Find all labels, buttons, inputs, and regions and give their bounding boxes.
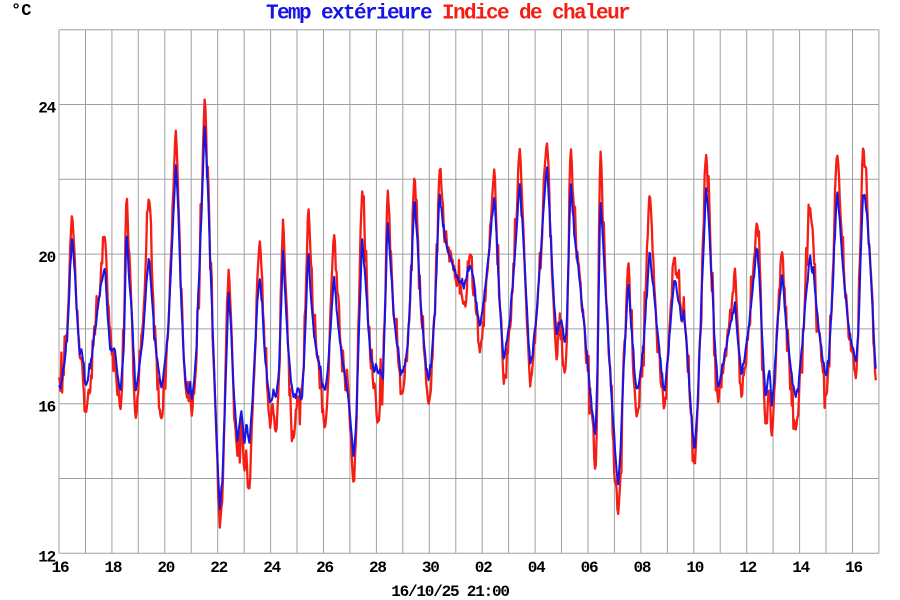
svg-text:20: 20 xyxy=(157,559,174,577)
svg-text:08: 08 xyxy=(633,559,650,577)
svg-text:24: 24 xyxy=(263,559,281,577)
svg-text:Temp extérieure Indice de chal: Temp extérieure Indice de chaleur xyxy=(266,3,630,26)
svg-text:22: 22 xyxy=(210,559,227,577)
svg-text:26: 26 xyxy=(316,559,333,577)
svg-text:20: 20 xyxy=(38,249,55,267)
svg-text:04: 04 xyxy=(528,559,546,577)
svg-text:16: 16 xyxy=(845,559,862,577)
svg-text:16/10/25 21:00: 16/10/25 21:00 xyxy=(391,583,509,600)
svg-text:16: 16 xyxy=(38,399,55,417)
svg-text:14: 14 xyxy=(792,559,810,577)
svg-text:10: 10 xyxy=(686,559,703,577)
svg-text:24: 24 xyxy=(38,100,56,118)
svg-text:02: 02 xyxy=(475,559,492,577)
svg-text:30: 30 xyxy=(422,559,439,577)
svg-text:06: 06 xyxy=(581,559,598,577)
svg-text:°C: °C xyxy=(11,2,31,21)
svg-text:28: 28 xyxy=(369,559,386,577)
svg-text:12: 12 xyxy=(739,559,756,577)
svg-text:16: 16 xyxy=(52,559,69,577)
svg-text:12: 12 xyxy=(38,548,55,566)
svg-text:18: 18 xyxy=(104,559,121,577)
